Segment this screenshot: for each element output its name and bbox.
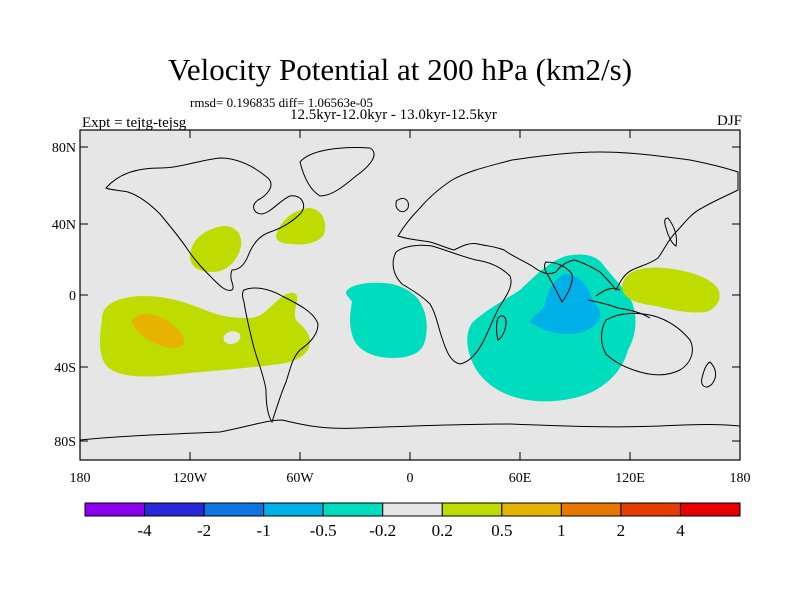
colorbar-box — [203, 502, 265, 517]
coast-uk — [395, 197, 409, 213]
colorbar-box — [560, 502, 622, 517]
anomaly-cyan-core — [530, 274, 601, 334]
colorbar-boxes — [84, 502, 741, 517]
lat-tick-label: 40N — [52, 218, 76, 233]
coast-eurasia — [397, 151, 739, 291]
lat-tick-label: 80N — [52, 141, 76, 156]
coast-madagascar — [496, 315, 507, 341]
coast-australia — [601, 312, 693, 376]
coast-new-zealand — [701, 361, 717, 388]
anomaly-green-gulf-of-mexico — [190, 226, 242, 272]
anomaly-fields — [100, 208, 720, 402]
lat-tick-label: 40S — [54, 361, 76, 376]
plot-title: Velocity Potential at 200 hPa (km2/s) — [167, 52, 633, 87]
rmsd-diff-stats: rmsd= 0.196835 diff= 1.06563e-05 — [190, 95, 374, 110]
coast-india — [544, 261, 573, 303]
lon-tick-label: 180 — [730, 471, 751, 486]
colorbar-labels: -4 -2 -1 -0.5 -0.2 0.2 0.5 1 2 4 — [137, 521, 685, 540]
lon-tick-label: 0 — [407, 471, 414, 486]
colorbar-box — [441, 502, 503, 517]
colorbar-box — [263, 502, 324, 517]
colorbar-box — [144, 502, 205, 517]
colorbar-label: -0.5 — [310, 521, 337, 540]
colorbar-label: 2 — [617, 521, 626, 540]
colorbar-label: -4 — [137, 521, 152, 540]
colorbar-box — [322, 502, 384, 517]
lat-tick-label: 0 — [69, 289, 76, 304]
anomaly-green-south-pacific — [100, 292, 310, 377]
colorbar-label: 0.5 — [491, 521, 512, 540]
lon-tick-label: 180 — [70, 471, 91, 486]
lon-tick-label: 120E — [615, 471, 645, 486]
coast-japan — [664, 217, 677, 247]
colorbar-label: 4 — [676, 521, 685, 540]
colorbar-label: -0.2 — [369, 521, 396, 540]
anomaly-green-north-atlantic — [276, 208, 326, 245]
experiment-label: Expt = tejtg-tejsg — [82, 115, 187, 131]
colorbar-box — [679, 502, 741, 517]
colorbar-label: 0.2 — [432, 521, 453, 540]
anomaly-green-west-pacific — [622, 267, 720, 313]
coastlines — [80, 147, 740, 441]
colorbar-label: -2 — [197, 521, 211, 540]
lon-tick-label: 120W — [173, 471, 208, 486]
coast-antarctica — [80, 419, 740, 441]
anomaly-hole — [223, 331, 241, 344]
anomaly-teal-atlantic — [346, 282, 427, 358]
period-label: 12.5kyr-12.0kyr - 13.0kyr-12.5kyr — [290, 107, 497, 123]
colorbar-box — [84, 502, 146, 517]
coast-south-america — [242, 287, 319, 424]
coast-africa — [392, 244, 512, 365]
colorbar-box — [382, 502, 443, 517]
lon-tick-label: 60E — [509, 471, 532, 486]
lat-tick-label: 80S — [54, 435, 76, 450]
coast-greenland — [299, 147, 375, 197]
season-label: DJF — [716, 113, 742, 129]
coast-north-america — [105, 157, 305, 291]
colorbar-box — [620, 502, 681, 517]
lon-tick-label: 60W — [286, 471, 314, 486]
anomaly-orange-core — [132, 314, 184, 349]
colorbar-label: 1 — [557, 521, 566, 540]
latitude-axis: 80N 40N 0 40S 80S — [52, 141, 740, 450]
longitude-axis: 180 120W 60W 0 60E 120E 180 — [70, 130, 751, 486]
colorbar-box — [501, 502, 562, 517]
colorbar-label: -1 — [257, 521, 271, 540]
